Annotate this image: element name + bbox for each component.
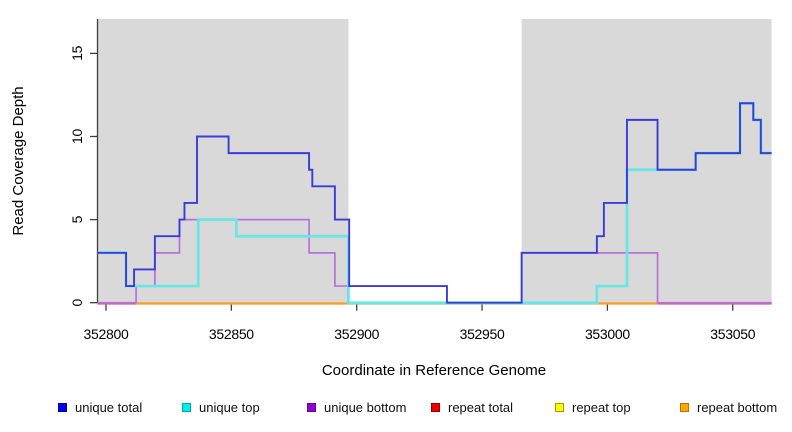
legend-label: repeat top bbox=[572, 399, 631, 415]
shaded-regions-layer bbox=[97, 19, 772, 304]
axes-layer: 0 5 10 15 352800 352850 352900 352950 353000 3530… bbox=[69, 19, 756, 342]
legend-swatch-repeat-top bbox=[555, 402, 564, 412]
legend-item-repeat-top: repeat top bbox=[555, 399, 631, 415]
legend-label: unique top bbox=[199, 399, 260, 415]
legend-label: unique bottom bbox=[324, 399, 407, 415]
x-tick-label: 352950 bbox=[460, 326, 505, 342]
legend-swatch-repeat-bottom bbox=[680, 402, 689, 412]
y-tick-label: 10 bbox=[69, 129, 85, 144]
x-tick-label: 352800 bbox=[84, 326, 129, 342]
y-tick-label: 0 bbox=[69, 298, 85, 306]
x-tick-label: 352900 bbox=[334, 326, 379, 342]
legend-item-unique-top: unique top bbox=[182, 399, 260, 415]
x-tick-label: 352850 bbox=[209, 326, 254, 342]
shaded-region bbox=[521, 19, 772, 304]
y-tick-label: 5 bbox=[69, 215, 85, 223]
legend-swatch-unique-bottom bbox=[307, 402, 316, 412]
x-tick-label: 353000 bbox=[585, 326, 630, 342]
legend-label: repeat bottom bbox=[697, 399, 778, 415]
legend-swatch-unique-top bbox=[182, 402, 191, 412]
y-axis-title: Read Coverage Depth bbox=[10, 86, 27, 235]
legend-swatch-unique-total bbox=[58, 402, 67, 412]
legend-item-repeat-bottom: repeat bottom bbox=[680, 399, 777, 415]
legend-label: unique total bbox=[75, 399, 143, 415]
legend-item-unique-bottom: unique bottom bbox=[307, 399, 406, 415]
x-tick-label: 353050 bbox=[710, 326, 755, 342]
legend-swatch-repeat-total bbox=[431, 402, 440, 412]
legend-label: repeat total bbox=[448, 399, 514, 415]
x-axis-title: Coordinate in Reference Genome bbox=[322, 362, 546, 379]
shaded-region bbox=[97, 19, 349, 304]
legend: unique total unique top unique bottom repea… bbox=[0, 399, 792, 417]
legend-item-unique-total: unique total bbox=[58, 399, 142, 415]
series-lines-layer bbox=[97, 101, 772, 305]
legend-item-repeat-total: repeat total bbox=[431, 399, 513, 415]
series-line-unique-total bbox=[97, 102, 772, 304]
y-tick-label: 15 bbox=[69, 45, 85, 60]
